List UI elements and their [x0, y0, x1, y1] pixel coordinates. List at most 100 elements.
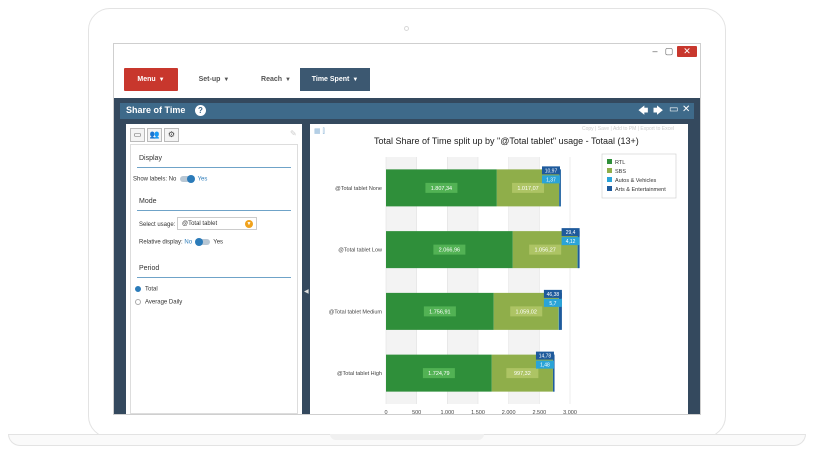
data-label-bg — [423, 306, 456, 317]
usage-select[interactable]: @Total tablet ▼ — [177, 217, 257, 230]
tab-users-icon[interactable]: 👥 — [147, 128, 162, 142]
section-divider — [137, 210, 291, 211]
data-label-bg — [541, 175, 560, 184]
category-label: @Total tablet Low — [338, 248, 382, 254]
x-tick-label: 1.000 — [440, 410, 454, 415]
nav-reach-label: Reach — [261, 76, 283, 83]
data-label-bg — [433, 244, 466, 255]
legend-label: Autos & Vehicles — [615, 178, 657, 184]
data-label-bg — [541, 166, 560, 175]
chart-actions[interactable]: Copy | Save | Add to PM | Export to Exce… — [582, 126, 674, 132]
chart-type-icon[interactable]: ▦ ⫿ — [314, 128, 325, 135]
data-label: 1.056,27 — [534, 248, 555, 254]
maximize-icon[interactable]: ▭ — [669, 104, 679, 115]
nav-time-spent-button[interactable]: Time Spent ▼ — [300, 68, 370, 91]
display-section-title: Display — [139, 155, 162, 162]
data-label: 29,4 — [566, 230, 576, 236]
show-labels-no: No — [168, 176, 177, 183]
mode-section-title: Mode — [139, 198, 157, 205]
data-label-bg — [543, 298, 562, 307]
x-tick-label: 1.500 — [471, 410, 485, 415]
top-navigation: Menu ▼ Set-up ▼ Reach ▼ Time Spent ▼ — [114, 60, 700, 98]
data-label: 46,38 — [547, 292, 560, 298]
legend-swatch — [607, 177, 612, 182]
category-label: @Total tablet Medium — [329, 309, 383, 315]
chart-title: Total Share of Time split up by "@Total … — [374, 136, 639, 146]
maximize-button[interactable]: ▢ — [664, 46, 674, 56]
data-label: 1,48 — [540, 363, 550, 369]
show-labels-row: Show labels: No Yes — [133, 175, 208, 183]
bar-segment-arts-entertainment — [559, 292, 562, 330]
show-labels-label: Show labels: — [133, 176, 168, 183]
data-label-bg — [543, 289, 562, 298]
data-label: 14,78 — [539, 354, 552, 360]
x-tick-label: 2.000 — [502, 410, 516, 415]
legend-label: RTL — [615, 160, 625, 166]
collapse-panel-icon[interactable]: ◀ — [304, 289, 309, 295]
bar-segment-arts-entertainment — [553, 354, 555, 392]
section-divider — [137, 167, 291, 168]
relative-display-yes: Yes — [213, 239, 224, 246]
data-label-bg — [510, 306, 543, 317]
data-label: 10,97 — [545, 168, 558, 174]
legend-swatch — [607, 186, 612, 191]
period-option-total[interactable]: Total — [135, 286, 158, 293]
panel-header: Share of Time ? 🡄 🡆 ▭ ✕ — [120, 103, 694, 119]
chart-panel: ▦ ⫿ Copy | Save | Add to PM | Export to … — [310, 124, 688, 415]
laptop-notch — [330, 434, 484, 440]
window-titlebar: – ▢ ✕ — [114, 44, 700, 60]
data-label: 997,32 — [514, 371, 531, 377]
select-usage-label: Select usage: — [139, 222, 176, 228]
nav-setup-button[interactable]: Set-up ▼ — [186, 68, 242, 91]
arrow-left-icon[interactable]: 🡄 — [638, 106, 649, 117]
usage-select-value: @Total tablet — [182, 221, 218, 227]
x-tick-label: 2.500 — [532, 410, 546, 415]
data-label: 2.066,96 — [439, 248, 460, 254]
nav-menu-button[interactable]: Menu ▼ — [124, 68, 178, 91]
relative-display-label: Relative display: — [139, 239, 183, 246]
data-label: 1.807,34 — [431, 186, 452, 192]
app-window: – ▢ ✕ Menu ▼ Set-up ▼ Reach ▼ Time Spent ▼ S… — [113, 43, 701, 415]
period-option-label: Average Daily — [145, 299, 183, 306]
period-section-title: Period — [139, 265, 160, 272]
x-tick-label: 3.000 — [563, 410, 577, 415]
tab-settings-icon[interactable]: ⚙ — [164, 128, 179, 142]
chart-svg: 0 500 1.000 1.500 2.000 2.500 3.000 @Total tabl… — [329, 153, 677, 415]
app-body: Share of Time ? 🡄 🡆 ▭ ✕ ▭ 👥 ⚙ ✎ Display Sh… — [114, 98, 700, 415]
edit-icon[interactable]: ✎ — [290, 129, 297, 138]
data-label: 4,12 — [566, 239, 576, 245]
data-label-bg — [561, 237, 580, 246]
bar-segment-arts-entertainment — [559, 169, 561, 207]
nav-reach-button[interactable]: Reach ▼ — [248, 68, 304, 91]
x-tick-label: 0 — [384, 410, 387, 415]
minimize-button[interactable]: – — [652, 46, 658, 56]
nav-time-spent-label: Time Spent — [311, 76, 350, 83]
period-option-average-daily[interactable]: Average Daily — [135, 299, 182, 306]
data-label: 1.724,79 — [428, 371, 449, 377]
data-label: 1.059,02 — [516, 309, 537, 315]
legend-label: Arts & Entertainment — [615, 187, 666, 193]
radio-unselected-icon — [135, 299, 141, 305]
show-labels-yes: Yes — [197, 176, 208, 183]
data-label-bg — [535, 360, 554, 369]
chevron-down-icon: ▼ — [158, 77, 165, 83]
tab-display-icon[interactable]: ▭ — [130, 128, 145, 142]
close-panel-icon[interactable]: ✕ — [682, 104, 691, 115]
help-icon[interactable]: ? — [195, 105, 206, 116]
radio-selected-icon — [135, 286, 141, 292]
category-label: @Total tablet None — [335, 186, 382, 192]
data-label: 1.017,07 — [517, 186, 538, 192]
show-labels-toggle[interactable] — [180, 175, 196, 183]
relative-display-toggle[interactable] — [194, 238, 210, 246]
settings-sections: Display Show labels: No Yes Mode Select … — [130, 144, 298, 414]
data-label-bg — [535, 351, 554, 360]
legend-swatch — [607, 159, 612, 164]
data-label-bg — [506, 368, 539, 379]
legend-box — [601, 153, 677, 199]
period-option-label: Total — [145, 286, 158, 293]
category-label: @Total tablet High — [337, 371, 382, 377]
nav-menu-label: Menu — [137, 76, 156, 83]
arrow-right-icon[interactable]: 🡆 — [653, 106, 664, 117]
close-button[interactable]: ✕ — [677, 46, 697, 57]
data-label: 1,37 — [546, 177, 556, 183]
